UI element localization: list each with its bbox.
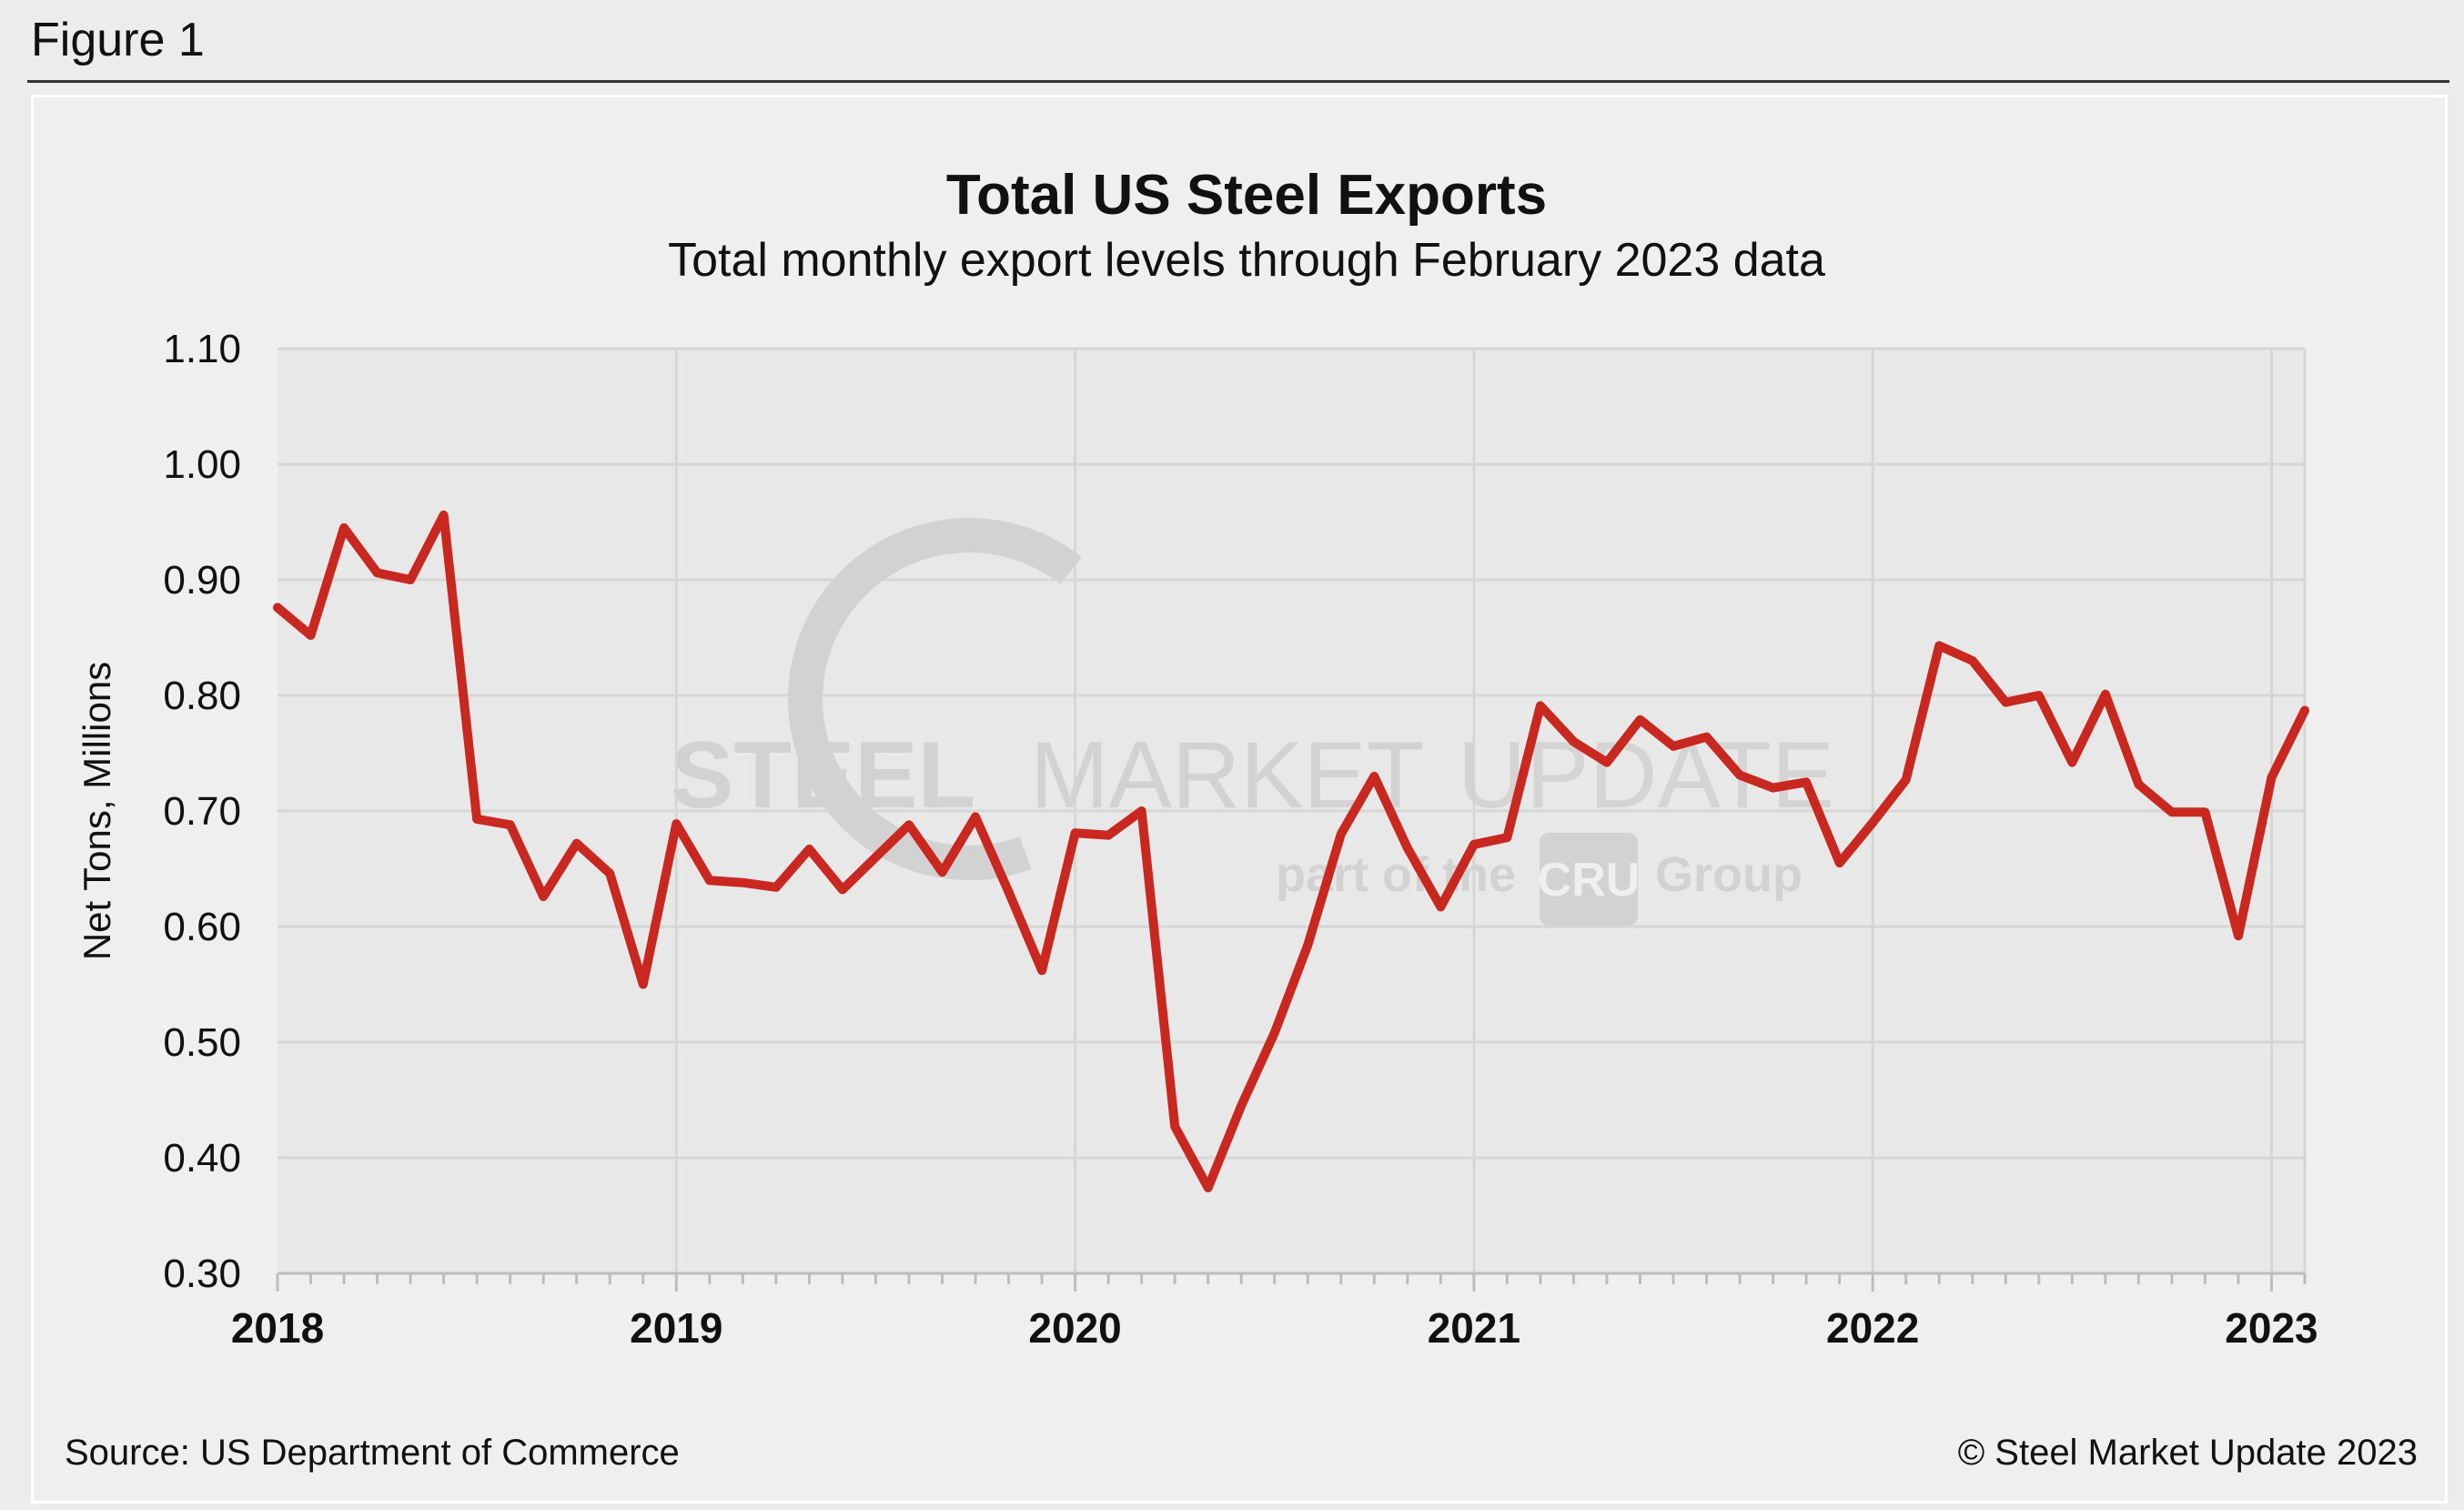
- axes: [276, 349, 2307, 1292]
- y-tick-label: 0.50: [163, 1020, 241, 1065]
- watermark-cru-box: [1540, 833, 1638, 926]
- watermark-brand-bold: STEEL: [671, 723, 975, 828]
- x-tick-label: 2021: [1428, 1304, 1520, 1352]
- source-note: Source: US Department of Commerce: [65, 1433, 680, 1473]
- y-tick-label: 0.90: [163, 558, 241, 603]
- x-tick-label: 2020: [1028, 1304, 1121, 1352]
- y-tick-label: 0.70: [163, 789, 241, 834]
- y-tick-label: 1.10: [163, 327, 241, 371]
- watermark-tagline-prefix: part of the: [1276, 847, 1516, 902]
- figure-divider: [27, 80, 2449, 83]
- chart-subtitle: Total monthly export levels through Febr…: [668, 234, 1825, 287]
- y-axis-label: Net Tons, Millions: [76, 662, 118, 960]
- watermark-cru-logo: CRU: [1538, 854, 1641, 907]
- y-tick-label: 0.80: [163, 674, 241, 718]
- x-tick-label: 2023: [2225, 1304, 2318, 1352]
- x-tick-label: 2019: [630, 1304, 722, 1352]
- x-tick-labels: 2018 2019 2020 2021 2022 2023: [231, 1304, 2318, 1352]
- copyright-note: © Steel Market Update 2023: [1958, 1433, 2418, 1473]
- figure-label: Figure 1: [31, 14, 205, 66]
- x-tick-label: 2022: [1826, 1304, 1919, 1352]
- chart-panel: Total US Steel Exports Total monthly exp…: [31, 95, 2448, 1504]
- watermark-swoosh-icon: [788, 517, 1082, 880]
- y-tick-label: 0.60: [163, 905, 241, 949]
- y-tick-label: 0.30: [163, 1252, 241, 1296]
- watermark-tagline-suffix: Group: [1655, 847, 1803, 902]
- series-line-total-exports: [273, 510, 2309, 1192]
- y-tick-labels: 0.30 0.40 0.50 0.60 0.70 0.80 0.90 1.00 1.10: [163, 327, 241, 1296]
- watermark-brand-mid: MARKET: [1030, 723, 1424, 828]
- y-tick-label: 1.00: [163, 442, 241, 487]
- gridlines: [278, 347, 2305, 1275]
- series-layer: [273, 510, 2309, 1192]
- x-tick-label: 2018: [231, 1304, 324, 1352]
- y-tick-label: 0.40: [163, 1136, 241, 1181]
- chart-title: Total US Steel Exports: [946, 164, 1547, 227]
- line-chart: Total US Steel Exports Total monthly exp…: [65, 164, 2418, 1473]
